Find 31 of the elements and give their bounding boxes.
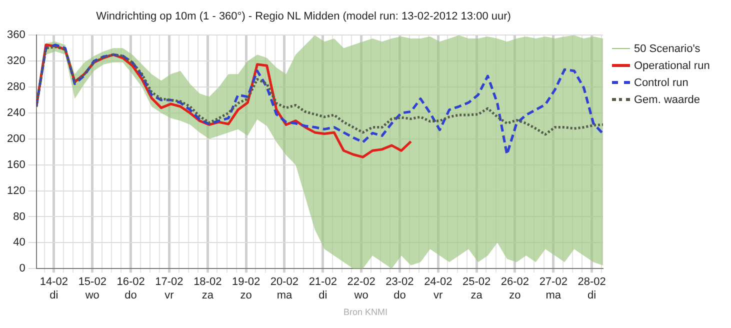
x-tick-label: 21-02 di <box>308 276 337 302</box>
text: Bron KNMI <box>342 307 388 317</box>
legend-label: 50 Scenario's <box>634 42 700 54</box>
y-tick-label: 200 <box>6 132 26 145</box>
y-tick-label: 0 <box>19 262 26 275</box>
x-tick-label: 16-02 do <box>116 276 145 302</box>
x-tick-label: 18-02 za <box>194 276 222 302</box>
legend-label: Control run <box>634 76 688 88</box>
x-tick-label: 23-02 do <box>386 276 414 302</box>
y-tick-label: 360 <box>6 29 26 42</box>
x-tick-label: 20-02 ma <box>270 276 299 302</box>
x-tick-label: 17-02 vr <box>155 276 184 302</box>
x-tick-label: 27-02 ma <box>539 276 568 302</box>
y-tick-label: 280 <box>6 81 26 94</box>
x-tick-label: 26-02 zo <box>500 276 530 302</box>
legend-label: Gem. waarde <box>634 94 700 106</box>
x-tick-label: 28-02 di <box>578 276 606 302</box>
x-tick-label: 22-02 wo <box>347 276 376 302</box>
chart-title: Windrichting op 10m (1 - 360°) - Regio NL Midden (model run: 13-02-2012 13:00 uur) <box>96 10 511 23</box>
y-tick-label: 320 <box>6 55 26 68</box>
x-tick-label: 19-02 zo <box>232 276 260 302</box>
legend-label: Operational run <box>634 60 710 72</box>
x-tick-label: 15-02 wo <box>78 276 106 302</box>
x-tick-label: 25-02 za <box>462 276 491 302</box>
y-tick-label: 160 <box>6 158 26 171</box>
y-tick-label: 120 <box>6 184 26 197</box>
y-tick-label: 80 <box>13 210 26 223</box>
y-tick-label: 40 <box>13 236 26 249</box>
x-tick-label: 24-02 vr <box>424 276 452 302</box>
x-tick-label: 14-02 di <box>40 276 68 302</box>
y-tick-label: 240 <box>6 107 26 120</box>
